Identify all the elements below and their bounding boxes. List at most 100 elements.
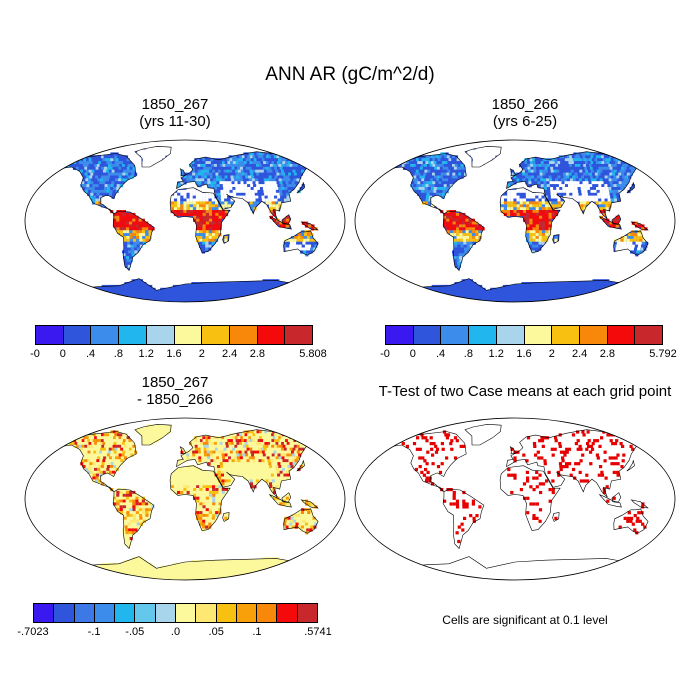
colorbar-swatch [496,326,525,344]
colorbar-swatch [524,326,553,344]
colorbar-swatch [155,604,176,622]
colorbar-tick-label: 2.8 [599,348,616,360]
colorbar-swatch [552,326,580,344]
panel2-colorbar-labels: -0 0 .4 .8 1.2 1.6 2 2.4 2.8 5.792 [380,348,677,362]
colorbar-swatch [135,604,156,622]
colorbar-swatch [469,326,497,344]
panel1-map [24,139,346,303]
panel2-colorbar [385,325,663,345]
coastline-eurasia [176,429,323,498]
coastline-greenland [134,423,172,446]
coastline-northAmerica [388,431,467,493]
colorbar-swatch [297,604,317,622]
colorbar-swatch [119,326,147,344]
colorbar-tick-label: 0 [409,348,416,360]
colorbar-swatch [196,604,217,622]
coastline-africa [169,187,231,253]
panel3-title: 1850_267 - 1850_266 [20,374,330,408]
panel3-title-line2: - 1850_266 [137,391,213,408]
colorbar-swatch [257,326,286,344]
colorbar-swatch [94,604,116,622]
coastline-australia [283,230,319,256]
coastline-africa [169,465,231,531]
colorbar-tick-label: 2 [198,348,205,360]
panel4-title: T-Test of two Case means at each grid po… [378,383,672,400]
colorbar-tick-label: .4 [436,348,446,360]
colorbar-swatch [285,326,313,344]
panel2-title-line2: (yrs 6-25) [492,113,558,130]
coastline-indonesia [599,216,622,230]
coastline-greenland [464,145,502,168]
colorbar-tick-label: .05 [208,626,224,638]
coastline-uk [509,168,517,177]
panel3-colorbar [33,603,318,623]
colorbar-swatch [441,326,470,344]
coastline-newGuinea [300,499,319,509]
map-border [24,139,346,303]
colorbar-tick-label: .8 [113,348,123,360]
colorbar-tick-label: .0 [170,626,181,638]
coastline-newGuinea [630,221,649,231]
colorbar-tick-label: 5.792 [649,348,677,360]
coastline-borneo [611,214,622,225]
coastline-japan [296,182,305,194]
colorbar-swatch [34,604,55,622]
colorbar-swatch [54,604,75,622]
coastline-uk [509,446,517,455]
coastline-southAmerica [442,488,485,550]
colorbar-swatch [91,326,120,344]
colorbar-swatch [386,326,414,344]
colorbar-tick-label: -.7023 [17,626,49,638]
significance-note: Cells are significant at 0.1 level [442,613,608,627]
colorbar-swatch [216,604,237,622]
coastline-uk [179,446,187,455]
colorbar-swatch [146,326,175,344]
colorbar-tick-label: .5741 [304,626,332,638]
coastline-southAmerica [112,210,155,272]
panel2-title: 1850_266 (yrs 6-25) [370,96,680,130]
coastline-indonesia [599,494,622,508]
coastline-madagascar [552,234,560,244]
colorbar-swatch [277,604,298,622]
coastline-indonesia [269,216,292,230]
colorbar-tick-label: 1.6 [166,348,182,360]
colorbar-swatch [579,326,608,344]
colorbar-swatch [635,326,663,344]
coastline-eurasia [506,429,653,498]
coastline-uk [179,168,187,177]
coastline-japan [626,460,635,472]
colorbar-tick-label: -0 [30,348,40,360]
colorbar-tick-label: 2.4 [221,348,238,360]
colorbar-tick-label: .4 [86,348,96,360]
coastline-southAmerica [442,210,485,272]
colorbar-swatch [229,326,258,344]
coastline-borneo [611,492,622,503]
colorbar-swatch [202,326,230,344]
coastline-eurasia [506,151,653,220]
coastline-australia [613,508,649,534]
colorbar-tick-label: 1.6 [516,348,532,360]
colorbar-tick-label: 1.2 [488,348,504,360]
panel3-map [24,417,346,581]
coastline-greenland [134,145,172,168]
coastline-japan [296,460,305,472]
colorbar-tick-label: .8 [463,348,473,360]
colorbar-tick-label: -.1 [87,626,101,638]
map-ocean [355,418,675,580]
colorbar-swatch [236,604,258,622]
coastline-africa [499,187,561,253]
coastline-madagascar [222,234,230,244]
coastline-northAmerica [388,153,467,215]
panel2-title-line1: 1850_266 [491,96,559,113]
coastline-northAmerica [58,431,137,493]
colorbar-tick-label: 2 [548,348,555,360]
map-border [354,417,676,581]
colorbar-swatch [36,326,64,344]
colorbar-tick-label: -.05 [125,626,145,638]
coastline-newGuinea [630,499,649,509]
panel4-map [354,417,676,581]
panel2-map [354,139,676,303]
colorbar-swatch [175,604,197,622]
colorbar-tick-label: 1.2 [138,348,154,360]
colorbar-tick-label: .1 [252,626,262,638]
